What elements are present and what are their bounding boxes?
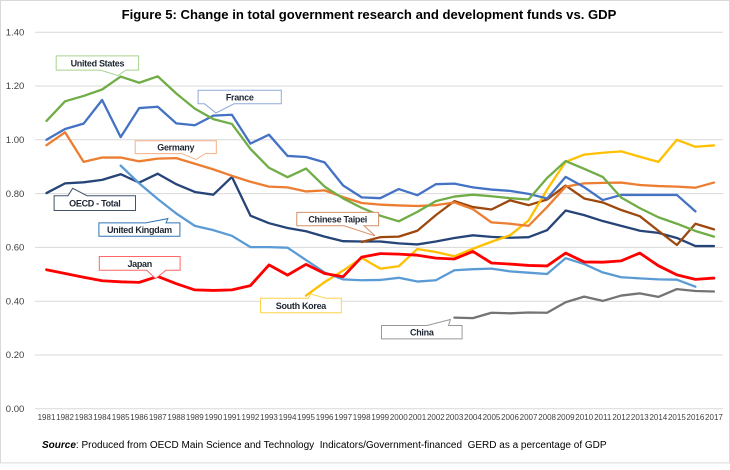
svg-text:2002: 2002 [427,413,445,422]
svg-text:1984: 1984 [93,413,111,422]
svg-text:Figure 5: Change in total gove: Figure 5: Change in total government res… [122,7,617,22]
svg-text:2016: 2016 [687,413,705,422]
svg-text:Japan: Japan [127,259,152,269]
svg-text:1987: 1987 [149,413,167,422]
svg-text:1.00: 1.00 [6,135,25,146]
svg-text:1988: 1988 [167,413,185,422]
svg-text:2000: 2000 [390,413,408,422]
svg-text:1998: 1998 [353,413,371,422]
svg-text:1990: 1990 [204,413,222,422]
svg-text:Source: Produced from OECD Mai: Source: Produced from OECD Main Science … [42,440,607,451]
svg-text:1996: 1996 [316,413,334,422]
svg-text:1997: 1997 [334,413,352,422]
svg-text:2010: 2010 [575,413,593,422]
svg-text:0.40: 0.40 [6,296,25,307]
svg-text:2012: 2012 [612,413,630,422]
svg-text:1.20: 1.20 [6,81,25,92]
svg-text:2013: 2013 [631,413,649,422]
svg-text:Chinese Taipei: Chinese Taipei [308,215,367,225]
svg-text:United Kingdam: United Kingdam [107,225,172,235]
svg-text:1999: 1999 [371,413,389,422]
svg-text:2001: 2001 [408,413,426,422]
svg-text:2007: 2007 [520,413,538,422]
svg-text:0.20: 0.20 [6,350,25,361]
svg-text:0.60: 0.60 [6,243,25,254]
svg-text:1994: 1994 [279,413,297,422]
svg-text:1985: 1985 [112,413,130,422]
svg-text:1991: 1991 [223,413,241,422]
svg-text:South Korea: South Korea [276,301,327,311]
svg-text:0.80: 0.80 [6,189,25,200]
svg-text:2003: 2003 [445,413,463,422]
svg-text:France: France [226,92,254,102]
svg-text:1983: 1983 [75,413,93,422]
svg-text:1993: 1993 [260,413,278,422]
svg-text:2014: 2014 [649,413,667,422]
svg-text:OECD - Total: OECD - Total [69,199,120,209]
svg-text:2017: 2017 [705,413,723,422]
svg-text:1.40: 1.40 [6,27,25,38]
svg-text:United States: United States [71,58,125,68]
svg-text:0.00: 0.00 [6,404,25,415]
svg-text:China: China [410,328,435,338]
svg-text:1982: 1982 [56,413,74,422]
svg-text:2006: 2006 [501,413,519,422]
svg-text:2011: 2011 [594,413,612,422]
svg-text:1992: 1992 [242,413,260,422]
svg-text:1981: 1981 [38,413,56,422]
svg-text:1986: 1986 [130,413,148,422]
svg-text:2009: 2009 [557,413,575,422]
svg-text:2015: 2015 [668,413,686,422]
svg-text:2005: 2005 [483,413,501,422]
svg-text:1995: 1995 [297,413,315,422]
svg-text:Germany: Germany [157,143,194,153]
svg-text:2008: 2008 [538,413,556,422]
svg-text:1989: 1989 [186,413,204,422]
svg-text:2004: 2004 [464,413,482,422]
